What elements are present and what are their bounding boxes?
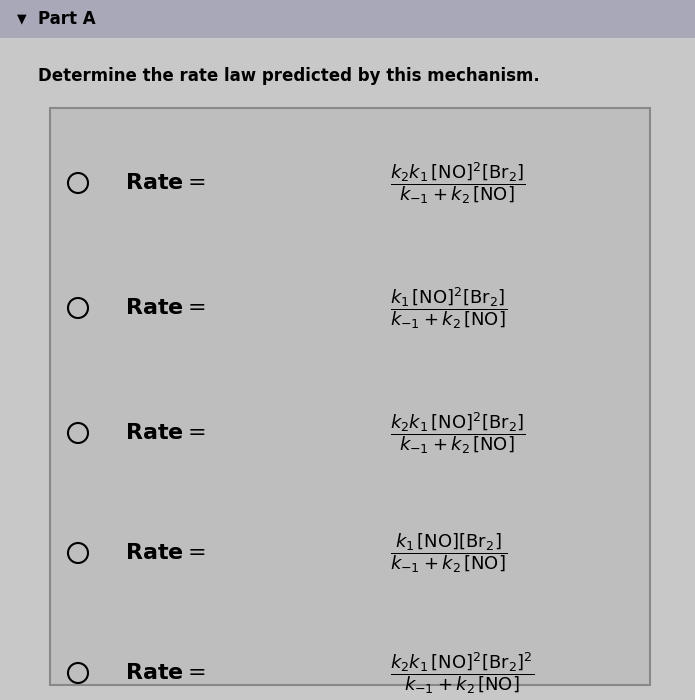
Text: $\dfrac{k_1\,[\mathrm{NO}]^2[\mathrm{Br}_2]}{k_{-1}+k_2\,[\mathrm{NO}]}$: $\dfrac{k_1\,[\mathrm{NO}]^2[\mathrm{Br}…	[390, 285, 507, 331]
Text: ▼: ▼	[17, 13, 27, 25]
Text: $\dfrac{k_1\,[\mathrm{NO}][\mathrm{Br}_2]}{k_{-1}+k_2\,[\mathrm{NO}]}$: $\dfrac{k_1\,[\mathrm{NO}][\mathrm{Br}_2…	[390, 531, 507, 575]
Text: $\mathbf{Rate} =$: $\mathbf{Rate} =$	[125, 542, 206, 564]
Text: $\mathbf{Rate} =$: $\mathbf{Rate} =$	[125, 297, 206, 319]
Text: $\dfrac{k_2k_1\,[\mathrm{NO}]^2[\mathrm{Br}_2]^2}{k_{-1}+k_2\,[\mathrm{NO}]}$: $\dfrac{k_2k_1\,[\mathrm{NO}]^2[\mathrm{…	[390, 650, 534, 696]
Text: $\dfrac{k_2k_1\,[\mathrm{NO}]^2[\mathrm{Br}_2]}{k_{-1}+k_2\,[\mathrm{NO}]}$: $\dfrac{k_2k_1\,[\mathrm{NO}]^2[\mathrm{…	[390, 160, 525, 206]
Text: $\mathbf{Rate} =$: $\mathbf{Rate} =$	[125, 172, 206, 194]
Text: Determine the rate law predicted by this mechanism.: Determine the rate law predicted by this…	[38, 67, 540, 85]
Bar	[0, 0, 695, 38]
Text: $\dfrac{k_2k_1\,[\mathrm{NO}]^2[\mathrm{Br}_2]}{k_{-1}+k_2\,[\mathrm{NO}]}$: $\dfrac{k_2k_1\,[\mathrm{NO}]^2[\mathrm{…	[390, 410, 525, 456]
Text: $\mathbf{Rate} =$: $\mathbf{Rate} =$	[125, 422, 206, 444]
Text: $\mathbf{Rate} =$: $\mathbf{Rate} =$	[125, 662, 206, 684]
Bar	[50, 108, 650, 685]
Text: Part A: Part A	[38, 10, 96, 28]
